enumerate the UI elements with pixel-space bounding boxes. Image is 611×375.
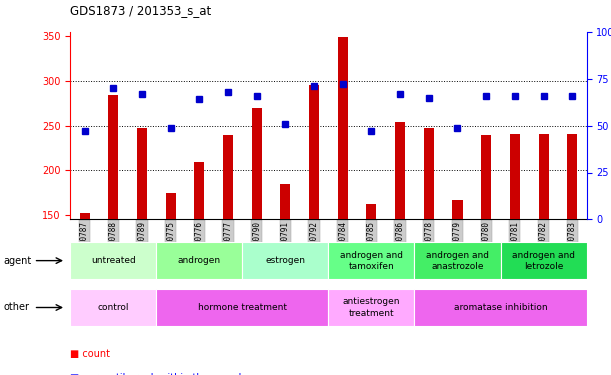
- Text: antiestrogen
treatment: antiestrogen treatment: [343, 297, 400, 318]
- Bar: [223, 135, 233, 219]
- Text: untreated: untreated: [91, 256, 136, 265]
- Text: androgen and
anastrozole: androgen and anastrozole: [426, 251, 489, 271]
- Text: androgen: androgen: [178, 256, 221, 265]
- Text: GDS1873 / 201353_s_at: GDS1873 / 201353_s_at: [70, 4, 211, 17]
- Bar: [79, 213, 90, 219]
- Text: aromatase inhibition: aromatase inhibition: [454, 303, 547, 312]
- Bar: [329, 242, 414, 279]
- Bar: [108, 95, 119, 219]
- Text: androgen and
letrozole: androgen and letrozole: [512, 251, 575, 271]
- Text: agent: agent: [3, 256, 31, 266]
- Bar: [453, 200, 463, 219]
- Bar: [414, 242, 500, 279]
- Bar: [280, 184, 290, 219]
- Text: ■ count: ■ count: [70, 349, 110, 359]
- Bar: [395, 122, 405, 219]
- Bar: [156, 242, 243, 279]
- Bar: [166, 194, 176, 219]
- Bar: [137, 128, 147, 219]
- Text: control: control: [98, 303, 129, 312]
- Bar: [156, 289, 329, 326]
- Bar: [70, 242, 156, 279]
- Bar: [481, 135, 491, 219]
- Bar: [252, 108, 262, 219]
- Bar: [70, 289, 156, 326]
- Text: hormone treatment: hormone treatment: [198, 303, 287, 312]
- Bar: [414, 289, 587, 326]
- Bar: [567, 134, 577, 219]
- Bar: [338, 37, 348, 219]
- Text: other: other: [3, 303, 29, 312]
- Bar: [194, 162, 204, 219]
- Text: estrogen: estrogen: [265, 256, 306, 265]
- Bar: [424, 128, 434, 219]
- Bar: [329, 289, 414, 326]
- Text: androgen and
tamoxifen: androgen and tamoxifen: [340, 251, 403, 271]
- Bar: [243, 242, 328, 279]
- Bar: [538, 134, 549, 219]
- Bar: [367, 204, 376, 219]
- Text: ■ percentile rank within the sample: ■ percentile rank within the sample: [70, 373, 247, 375]
- Bar: [510, 134, 520, 219]
- Bar: [500, 242, 587, 279]
- Bar: [309, 86, 319, 219]
